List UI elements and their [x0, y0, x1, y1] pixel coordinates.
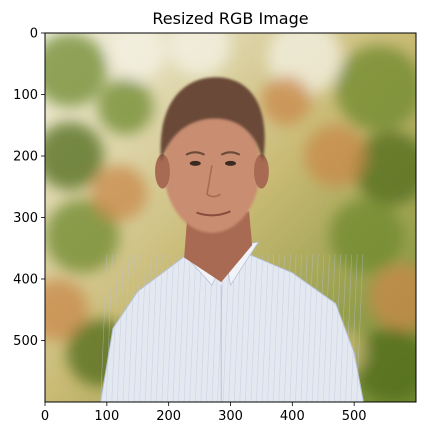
- mouth: [196, 210, 231, 217]
- right-ear: [253, 154, 269, 189]
- left-ear: [155, 154, 170, 189]
- y-tick-label: 400: [13, 273, 38, 288]
- y-tick-label: 200: [13, 150, 38, 165]
- left-brow: [185, 151, 205, 156]
- right-brow: [220, 151, 241, 156]
- x-tick-label: 300: [218, 409, 243, 424]
- x-tick-label: 200: [156, 409, 181, 424]
- x-axis: 0 100 200 300 400 500: [41, 402, 367, 424]
- left-eye: [189, 160, 201, 166]
- chart-title: Resized RGB Image: [152, 9, 308, 28]
- photo-image: [45, 33, 416, 402]
- x-tick-label: 100: [94, 409, 119, 424]
- nose: [206, 165, 222, 198]
- x-tick-label: 500: [342, 409, 367, 424]
- hair: [160, 77, 265, 163]
- y-axis: 0 100 200 300 400 500: [13, 27, 45, 349]
- foliage-bokeh: [45, 33, 416, 402]
- x-tick-label: 400: [280, 409, 305, 424]
- y-tick-label: 100: [13, 88, 38, 103]
- right-eye: [224, 160, 237, 166]
- y-tick-label: 500: [13, 334, 38, 349]
- y-tick-label: 0: [30, 27, 38, 42]
- x-tick-label: 0: [41, 409, 49, 424]
- y-tick-label: 300: [13, 211, 38, 226]
